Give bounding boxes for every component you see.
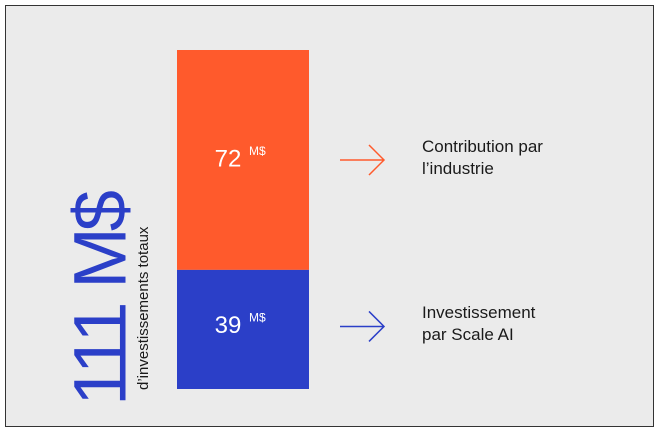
legend-label: Investissement par Scale AI bbox=[422, 303, 536, 345]
value-label: 39 bbox=[215, 312, 242, 339]
legend-label: Contribution par l’industrie bbox=[422, 137, 543, 178]
frame bbox=[5, 5, 654, 427]
arrow bbox=[340, 144, 386, 176]
bar-segment bbox=[177, 269, 309, 389]
value-label: 72 bbox=[215, 145, 242, 172]
value-unit: M$ bbox=[249, 311, 266, 325]
arrow bbox=[340, 310, 386, 342]
total-caption: d’investissements totaux bbox=[135, 226, 152, 390]
value-unit: M$ bbox=[249, 144, 266, 158]
bar-segment bbox=[177, 50, 309, 270]
total-label: 111 M$ bbox=[59, 191, 142, 406]
